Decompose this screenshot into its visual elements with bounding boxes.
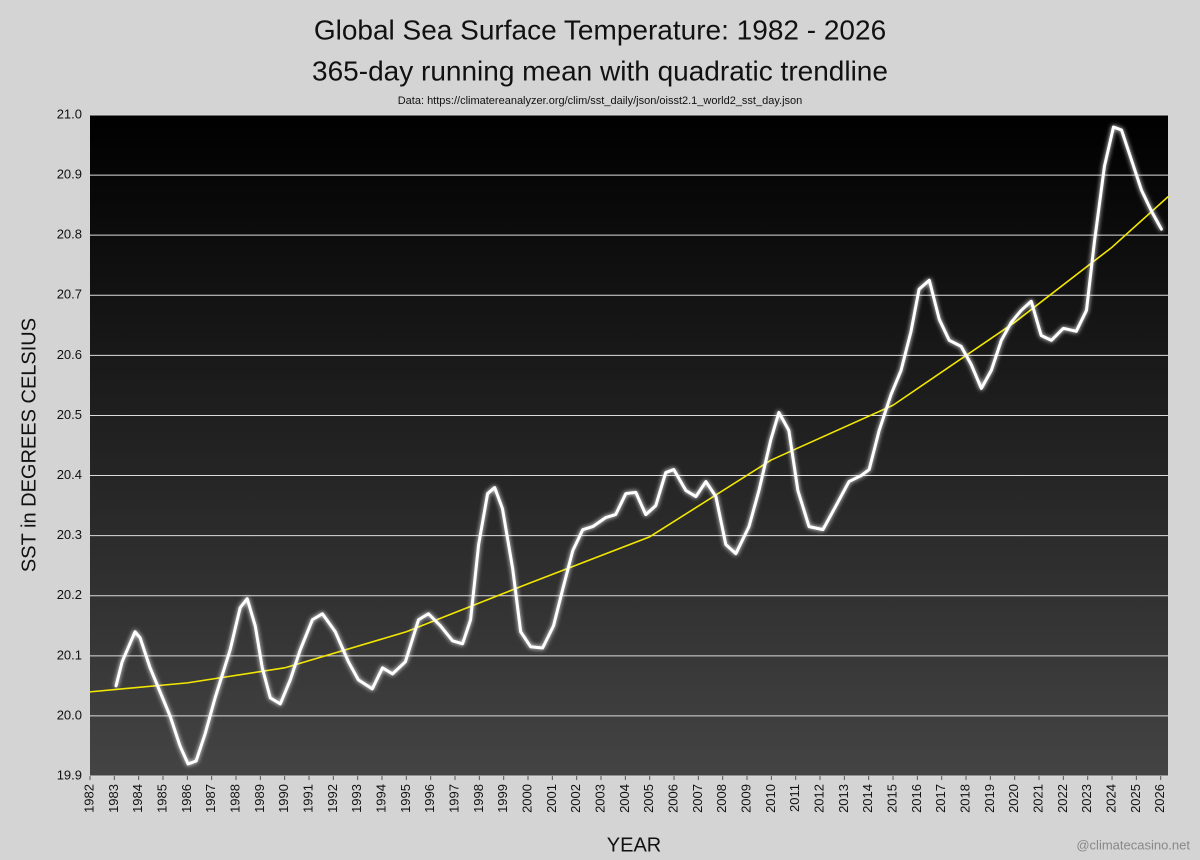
chart-subtitle: 365-day running mean with quadratic tren…: [312, 55, 888, 86]
x-tick-label: 2004: [617, 784, 632, 813]
x-tick-label: 1987: [203, 784, 218, 813]
x-axis-label: YEAR: [607, 834, 661, 856]
y-tick-label: 19.9: [57, 767, 82, 782]
x-tick-label: 2018: [957, 784, 972, 813]
x-tick-label: 1995: [398, 784, 413, 813]
x-tick-label: 2010: [763, 784, 778, 813]
x-tick-label: 1983: [106, 784, 121, 813]
x-tick-label: 1992: [325, 784, 340, 813]
y-tick-label: 20.8: [57, 227, 82, 242]
x-tick-label: 2022: [1055, 784, 1070, 813]
x-tick-label: 2016: [909, 784, 924, 813]
x-tick-label: 1990: [276, 784, 291, 813]
credit: @climatecasino.net: [1076, 837, 1190, 852]
x-tick-label: 2020: [1006, 784, 1021, 813]
x-tick-label: 2025: [1128, 784, 1143, 813]
x-tick-label: 1993: [349, 784, 364, 813]
x-tick-label: 1986: [179, 784, 194, 813]
x-tick-label: 2026: [1152, 784, 1167, 813]
x-tick-label: 2005: [641, 784, 656, 813]
y-tick-label: 20.6: [57, 347, 82, 362]
x-tick-label: 1994: [373, 784, 388, 813]
series-line: [89, 195, 1169, 693]
x-tick-label: 1996: [422, 784, 437, 813]
y-tick-label: 20.4: [57, 467, 82, 482]
x-tick-label: 2014: [860, 784, 875, 813]
x-tick-label: 2012: [811, 784, 826, 813]
x-tick-label: 2023: [1079, 784, 1094, 813]
x-tick-label: 2015: [884, 784, 899, 813]
y-tick-label: 20.2: [57, 587, 82, 602]
x-tick-label: 1984: [130, 784, 145, 813]
x-tick-label: 1982: [81, 784, 96, 813]
plot-area: [90, 115, 1168, 776]
y-tick-label: 20.5: [57, 407, 82, 422]
y-tick-label: 20.0: [57, 707, 82, 722]
x-tick-label: 2009: [738, 784, 753, 813]
x-tick-label: 2013: [836, 784, 851, 813]
y-tick-label: 20.1: [57, 647, 82, 662]
x-tick-label: 2011: [787, 784, 802, 812]
y-axis-label: SST in DEGREES CELSIUS: [18, 318, 40, 572]
y-tick-label: 20.3: [57, 527, 82, 542]
x-tick-label: 2001: [544, 784, 559, 813]
x-tick-label: 2002: [568, 784, 583, 813]
x-tick-label: 2024: [1103, 784, 1118, 813]
x-tick-label: 1997: [446, 784, 461, 813]
x-tick-label: 1999: [495, 784, 510, 813]
y-tick-label: 20.7: [57, 287, 82, 302]
x-tick-label: 2017: [933, 784, 948, 813]
x-tick-label: 1988: [227, 784, 242, 813]
chart-title: Global Sea Surface Temperature: 1982 - 2…: [314, 14, 886, 45]
y-tick-label: 20.9: [57, 167, 82, 182]
x-tick-label: 1998: [471, 784, 486, 813]
x-tick-label: 1985: [154, 784, 169, 813]
x-tick-label: 2006: [665, 784, 680, 813]
x-tick-label: 2019: [982, 784, 997, 813]
grid: [90, 114, 1168, 777]
series-line: [114, 125, 1163, 766]
y-tick-label: 21.0: [57, 106, 82, 121]
x-tick-label: 2007: [690, 784, 705, 813]
x-tick-label: 2021: [1030, 784, 1045, 813]
source-note: Data: https://climatereanalyzer.org/clim…: [398, 95, 803, 107]
x-tick-label: 2003: [592, 784, 607, 813]
lines: [89, 125, 1169, 766]
x-tick-label: 1989: [252, 784, 267, 813]
x-tick-label: 1991: [300, 784, 315, 813]
x-tick-label: 2008: [714, 784, 729, 813]
x-tick-label: 2000: [519, 784, 534, 813]
